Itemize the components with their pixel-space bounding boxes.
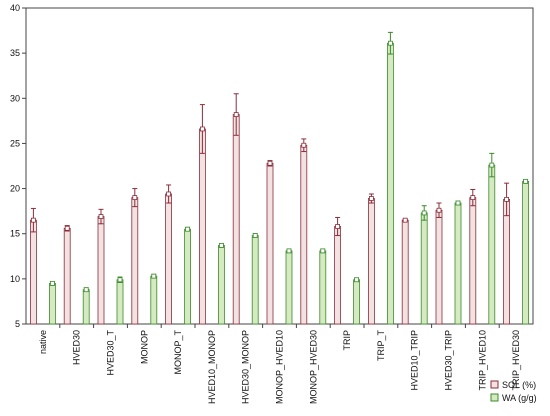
mean-marker-wa [218, 243, 224, 248]
mean-marker-sol [267, 160, 273, 166]
mean-marker-sol [64, 225, 70, 231]
x-category-label: HVED30_TRIP [444, 330, 454, 391]
x-category-label: MONOP_T [173, 330, 183, 375]
y-tick-label: 15 [10, 229, 20, 239]
bar-wa [386, 42, 394, 325]
mean-marker-wa [286, 248, 292, 254]
mean-marker-sol [30, 217, 36, 223]
mean-marker-sol [470, 195, 476, 201]
x-category-label: MONOP [139, 330, 149, 364]
y-tick-label: 10 [10, 274, 20, 284]
mean-marker-sol [98, 214, 104, 219]
bar-sol [334, 226, 342, 325]
mean-marker-sol [402, 217, 408, 223]
bar-sol [401, 219, 409, 325]
y-axis: 5 10 15 20 25 30 35 40 [10, 3, 26, 329]
mean-marker-wa [151, 273, 157, 279]
mean-marker-sol [301, 142, 307, 148]
mean-marker-wa [523, 178, 528, 184]
bar-wa [82, 289, 90, 325]
bars [29, 31, 529, 325]
mean-marker-wa [117, 277, 123, 283]
y-tick-label: 40 [10, 3, 20, 13]
bar-sol [29, 219, 37, 325]
mean-marker-wa [387, 40, 393, 46]
mean-marker-wa [185, 226, 191, 232]
bar-wa [150, 275, 158, 325]
y-tick-label: 35 [10, 48, 20, 58]
x-category-label: HVED30 [72, 330, 82, 365]
bar-sol [367, 198, 375, 325]
x-category-label: TRIP_T [376, 330, 386, 362]
x-category-label: TRIP [342, 330, 352, 351]
mean-marker-wa [50, 280, 55, 286]
mean-marker-wa [421, 210, 427, 216]
mean-marker-wa [252, 233, 258, 238]
bar-sol [165, 193, 173, 325]
y-tick-label: 25 [10, 138, 20, 148]
bar-wa [488, 164, 496, 325]
bar-sol [131, 197, 139, 325]
mean-marker-sol [166, 191, 172, 197]
mean-marker-sol [436, 207, 442, 213]
bar-wa [454, 202, 462, 325]
bar-sol [469, 197, 477, 325]
mean-marker-wa [489, 162, 495, 168]
legend-swatch-wa [490, 393, 499, 402]
x-category-label: HVED10_TRIP [410, 330, 420, 391]
x-axis: native HVED30 HVED30_T MONOP MONOP_T HVED10_M… [38, 324, 521, 404]
mean-marker-sol [504, 197, 510, 202]
mean-marker-wa [83, 287, 89, 293]
mean-marker-sol [132, 195, 138, 201]
bar-wa [353, 279, 361, 325]
mean-marker-sol [233, 112, 239, 117]
x-category-label: HVED30_T [106, 330, 116, 376]
bar-sol [266, 162, 274, 325]
bar-sol [503, 199, 511, 325]
bar-sol [435, 209, 443, 325]
mean-marker-sol [368, 196, 374, 201]
bar-sol [97, 216, 105, 325]
y-tick-label: 30 [10, 93, 20, 103]
bar-sol [300, 144, 308, 325]
x-category-label: HVED30_MONOP [241, 330, 251, 404]
legend-swatch-sol [490, 380, 499, 389]
bar-wa [251, 235, 259, 325]
plot-frame [25, 7, 534, 325]
y-tick-label: 20 [10, 184, 20, 194]
bar-wa [522, 180, 529, 325]
mean-marker-sol [335, 224, 341, 229]
y-tick-label: 5 [15, 319, 20, 329]
bar-sol [198, 128, 206, 325]
mean-marker-wa [354, 277, 360, 283]
bar-wa [184, 228, 192, 325]
bar-wa [319, 250, 327, 325]
legend: SOL (%) WA (g/g) [490, 380, 537, 403]
x-category-label: native [38, 330, 48, 354]
bar-wa [285, 250, 293, 325]
x-category-label: TRIP_HVED10 [477, 330, 487, 391]
x-category-label: MONOP_HVED10 [275, 330, 285, 404]
x-category-label: HVED10_MONOP [207, 330, 217, 404]
mean-marker-wa [320, 248, 326, 254]
bar-wa [116, 279, 124, 325]
bar-sol [232, 114, 240, 325]
x-category-label: TRIP_HVED30 [511, 330, 521, 391]
bar-wa [420, 212, 428, 325]
mean-marker-wa [455, 200, 461, 206]
bar-wa [49, 282, 56, 325]
x-category-label: MONOP_HVED30 [308, 330, 318, 404]
mean-marker-sol [199, 126, 205, 132]
bar-sol [63, 227, 71, 325]
bar-wa [217, 245, 225, 325]
legend-label-sol: SOL (%) [502, 380, 536, 390]
legend-label-wa: WA (g/g) [502, 393, 537, 403]
